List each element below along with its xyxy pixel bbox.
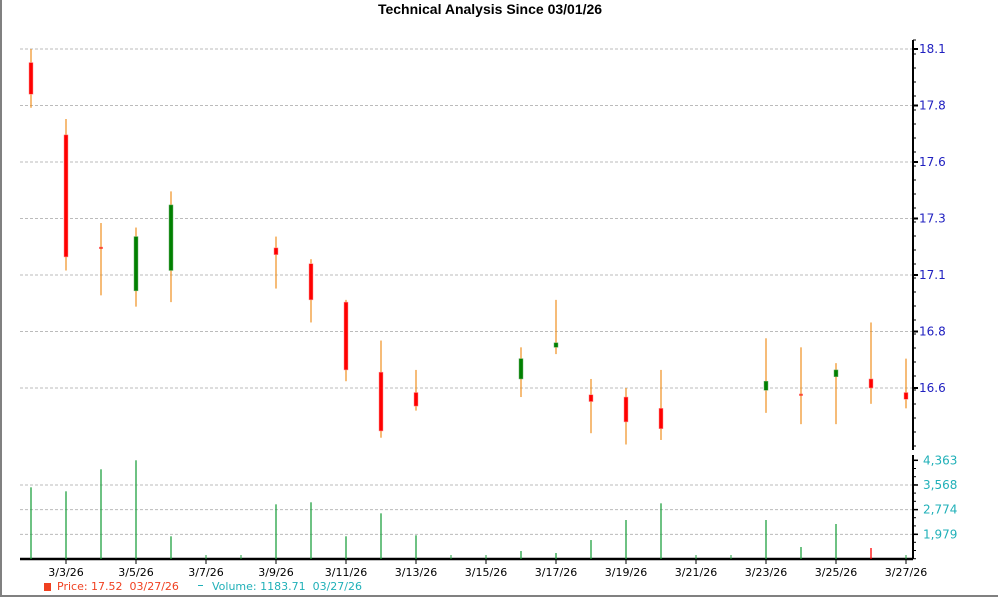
volume-tick-label: 4,363 [923,453,957,467]
price-tick-label: 18.1 [919,42,946,56]
x-tick-label: 3/23/26 [745,566,787,579]
candle [763,338,769,413]
price-legend-label: Price: 17.52 03/27/26 [57,580,179,593]
candle-body [799,393,803,396]
candle-body [623,396,629,423]
candle [168,191,174,303]
price-tick-label: 17.6 [919,155,946,169]
x-tick-label: 3/27/26 [885,566,927,579]
candle [28,49,34,108]
x-tick-label: 3/7/26 [188,566,223,579]
price-tick-label: 16.6 [919,381,946,395]
x-tick-label: 3/9/26 [258,566,293,579]
candle [799,347,803,425]
x-tick-label: 3/3/26 [48,566,83,579]
candle [343,299,349,382]
x-tick-label: 3/17/26 [535,566,577,579]
square-icon [44,583,51,591]
x-tick-label: 3/21/26 [675,566,717,579]
candle-body [833,369,839,377]
price-tick-label: 17.1 [919,268,946,282]
price-tick-label: 17.8 [919,99,946,113]
candle [623,388,629,445]
candle [273,236,279,289]
candle [518,347,524,398]
candle-body [133,236,139,292]
candle [868,322,874,404]
candle-body [99,246,103,249]
candle-body [588,394,594,402]
candle-body [553,342,559,348]
candle-body [378,371,384,432]
candle-body [308,263,314,301]
candle [658,369,664,440]
price-legend: Price: 17.52 03/27/26 [44,580,179,593]
volume-legend-label: Volume: 1183.71 03/27/26 [212,580,362,593]
chart-title: Technical Analysis Since 03/01/26 [377,1,603,17]
x-tick-label: 3/5/26 [118,566,153,579]
x-tick-label: 3/13/26 [395,566,437,579]
price-tick-label: 16.8 [919,325,946,339]
candle [833,363,839,425]
candle [63,119,69,271]
x-tick-label: 3/11/26 [325,566,367,579]
candle-body [413,392,419,407]
price-tick-label: 17.3 [919,212,946,226]
candle-body [518,358,524,380]
dash-icon [198,585,203,586]
candle [99,223,103,296]
candle-body [658,408,664,429]
volume-tick-label: 2,774 [923,503,957,517]
x-tick-label: 3/15/26 [465,566,507,579]
candle [133,227,139,307]
candle-body [28,62,34,95]
candle-body [903,392,909,400]
candle [308,259,314,323]
candle-body [63,134,69,258]
x-tick-label: 3/19/26 [605,566,647,579]
candle-body [273,247,279,255]
volume-legend: Volume: 1183.71 03/27/26 [198,580,362,593]
candle [378,340,384,438]
candle-body [343,301,349,371]
volume-tick-label: 1,979 [923,527,957,541]
candle [903,358,909,409]
candle-body [868,378,874,389]
volume-tick-label: 3,568 [923,478,957,492]
x-tick-label: 3/25/26 [815,566,857,579]
candle-body [168,204,174,271]
candle [413,369,419,411]
candle [588,378,594,434]
candle [553,299,559,355]
candle-body [763,380,769,391]
